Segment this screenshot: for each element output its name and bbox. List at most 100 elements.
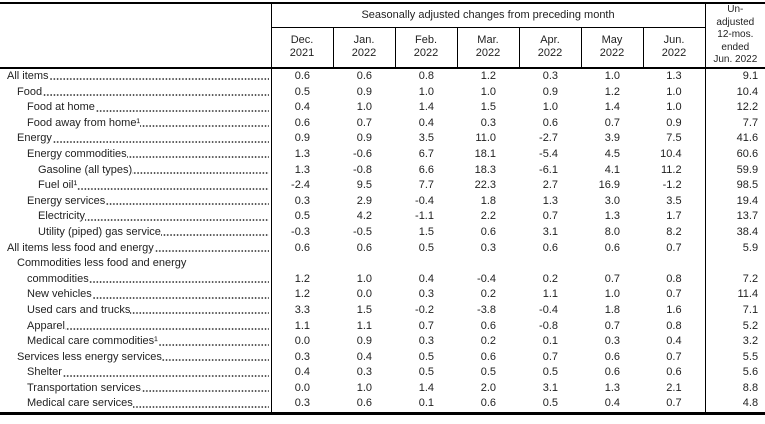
row-label-cell: Electricity (0, 209, 272, 225)
value-cell-jun-2022: 11.2 (660, 163, 682, 176)
value-cell-may-2022: 3.9 (604, 132, 620, 145)
unadjusted-header-line: adjusted (716, 16, 755, 28)
value-cell-apr-2022: 0.1 (542, 335, 558, 348)
value-cell-may-2022: 0.7 (604, 272, 620, 285)
table-row: Medical care services 0.3 0.6 0.1 0.6 0.… (0, 396, 765, 414)
row-label-cell: Commodities less food and energy commodit… (0, 256, 272, 288)
value-cell-feb-2022: 0.5 (418, 366, 434, 379)
value-cell-jun-2022: 3.5 (666, 194, 682, 207)
value-cell-apr-2022: -5.4 (539, 147, 558, 160)
row-label-cell: Utility (piped) gas service (0, 224, 272, 241)
value-cell-apr-2022: -6.1 (539, 163, 558, 176)
value-cell-apr-2022: 1.0 (542, 101, 558, 114)
value-cell-unadjusted-12mos: 7.1 (704, 302, 765, 319)
value-cell-jun-2022: 0.8 (666, 319, 682, 332)
table-row: Gasoline (all types) 1.3 -0.8 6.6 18.3 -… (0, 162, 765, 179)
row-label: All items (7, 70, 49, 82)
row-label-cell: All items less food and energy (0, 240, 272, 257)
month-year: 2022 (599, 47, 625, 60)
value-cell-dec-2021: 0.3 (294, 350, 310, 363)
value-cell-may-2022: 8.0 (604, 225, 620, 238)
value-cell-may-2022: 1.2 (604, 85, 620, 98)
value-cell-feb-2022: 6.7 (418, 147, 434, 160)
value-cell-jan-2022: 0.6 (356, 397, 372, 410)
value-cell-apr-2022: 0.3 (542, 70, 558, 82)
unadjusted-header-line: 12-mos. (717, 29, 754, 41)
month-header-feb-2022: Feb. 2022 (394, 27, 458, 69)
group-header-row: Seasonally adjusted changes from precedi… (0, 3, 765, 69)
value-cell-feb-2022: 0.5 (418, 350, 434, 363)
value-cell-may-2022: 1.0 (604, 288, 620, 301)
table-row: Apparel 1.1 1.1 0.7 0.6 -0.8 0.7 0.8 5.2 (0, 318, 765, 335)
value-cell-mar-2022: 0.6 (480, 350, 496, 363)
value-cell-jun-2022: 1.7 (666, 210, 682, 223)
value-cell-jun-2022: 0.9 (666, 116, 682, 129)
unadjusted-column-header: Un- adjusted 12-mos. ended Jun. 2022 (704, 3, 765, 69)
value-cell-mar-2022: 22.3 (474, 179, 496, 192)
table-row: Medical care commodities¹ 0.0 0.9 0.3 0.… (0, 334, 765, 350)
value-cell-apr-2022: 0.5 (542, 397, 558, 410)
value-cell-dec-2021: 0.4 (294, 101, 310, 114)
value-cell-jan-2022: 1.0 (356, 101, 372, 114)
row-label-cell: All items (0, 68, 272, 85)
row-label: Medical care services (27, 397, 133, 410)
row-label: Energy commodities (27, 147, 127, 160)
table-row: Services less energy services 0.3 0.4 0.… (0, 349, 765, 366)
value-cell-feb-2022: 0.3 (418, 335, 434, 348)
value-cell-jun-2022: 1.0 (666, 101, 682, 114)
row-label: Shelter (27, 366, 62, 379)
value-cell-jun-2022: 0.6 (666, 366, 682, 379)
value-cell-mar-2022: 1.8 (480, 194, 496, 207)
value-cell-feb-2022: 1.0 (418, 85, 434, 98)
value-cell-apr-2022: 2.7 (542, 179, 558, 192)
value-cell-jun-2022: 0.4 (666, 335, 682, 348)
row-label-cell: Food at home (0, 100, 272, 116)
month-name: Mar. (477, 33, 499, 46)
value-cell-may-2022: 4.1 (604, 163, 620, 176)
value-cell-feb-2022: 0.4 (418, 272, 434, 285)
value-cell-mar-2022: 1.2 (480, 70, 496, 82)
row-label-cell: Gasoline (all types) (0, 162, 272, 179)
value-cell-may-2022: 1.8 (604, 303, 620, 316)
value-cell-feb-2022: 0.7 (418, 319, 434, 332)
value-cell-apr-2022: 0.6 (542, 116, 558, 129)
value-cell-jun-2022: 0.7 (666, 397, 682, 410)
row-label: Gasoline (all types) (38, 163, 133, 176)
value-cell-unadjusted-12mos: 12.2 (704, 100, 765, 116)
value-cell-dec-2021: 1.1 (294, 319, 310, 332)
row-label-cell: Apparel (0, 318, 272, 335)
month-year: 2021 (289, 47, 315, 60)
value-cell-unadjusted-12mos: 8.8 (704, 380, 765, 397)
value-cell-feb-2022: 1.4 (418, 381, 434, 394)
value-cell-dec-2021: 0.6 (294, 241, 310, 254)
row-label: Fuel oil¹ (38, 179, 78, 192)
value-cell-feb-2022: 1.4 (418, 101, 434, 114)
month-header-jun-2022: Jun. 2022 (642, 27, 706, 69)
value-cell-apr-2022: 0.7 (542, 210, 558, 223)
value-cell-may-2022: 16.9 (598, 179, 620, 192)
row-label: Food (17, 85, 43, 98)
month-name: Jan. (353, 33, 375, 46)
value-cell-unadjusted-12mos: 4.8 (704, 396, 765, 414)
row-label: New vehicles (27, 288, 92, 301)
value-cell-unadjusted-12mos: 13.7 (704, 209, 765, 225)
value-cell-jan-2022: 0.3 (356, 366, 372, 379)
value-cell-mar-2022: 0.6 (480, 225, 496, 238)
value-cell-unadjusted-12mos: 11.4 (704, 287, 765, 303)
table-row: Energy services 0.3 2.9 -0.4 1.8 1.3 3.0… (0, 193, 765, 210)
unadjusted-header-line: Un- (727, 4, 744, 16)
row-label-cell: Energy (0, 131, 272, 147)
table-row: Used cars and trucks 3.3 1.5 -0.2 -3.8 -… (0, 302, 765, 319)
month-year: 2022 (661, 47, 687, 60)
value-cell-jan-2022: 0.4 (356, 350, 372, 363)
value-cell-may-2022: 0.7 (604, 319, 620, 332)
stub-header-cell (0, 3, 272, 69)
row-label-cell: Services less energy services (0, 349, 272, 366)
value-cell-feb-2022: 1.5 (418, 225, 434, 238)
month-name: Dec. (290, 33, 314, 46)
value-cell-feb-2022: 7.7 (418, 179, 434, 192)
row-label-cell: Food (0, 84, 272, 101)
value-cell-jun-2022: 10.4 (660, 147, 682, 160)
row-label: Services less energy services (17, 350, 162, 363)
value-cell-dec-2021: 3.3 (294, 303, 310, 316)
